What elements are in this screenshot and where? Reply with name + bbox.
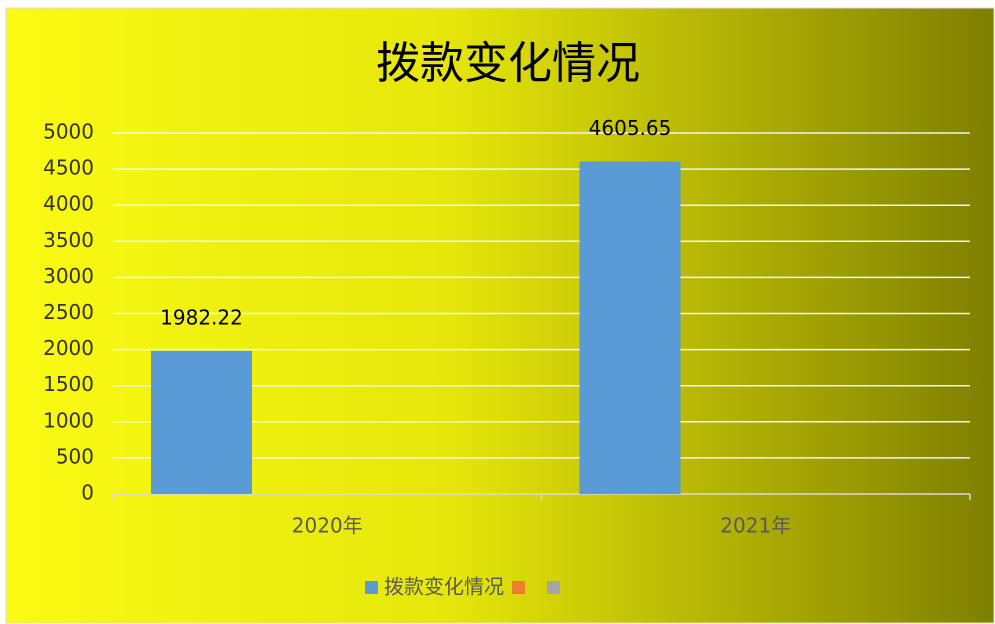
y-tick-label: 4000 (43, 192, 94, 216)
bar (579, 161, 681, 494)
legend-swatch (512, 581, 525, 594)
y-tick-label: 0 (81, 481, 94, 505)
y-tick-label: 1500 (43, 372, 94, 396)
bar (151, 350, 252, 494)
legend-swatch (547, 581, 560, 594)
y-tick-label: 2500 (43, 300, 94, 324)
x-tick-label: 2021年 (720, 514, 791, 538)
data-label: 4605.65 (589, 116, 672, 140)
data-label: 1982.22 (160, 305, 243, 329)
x-tick-label: 2020年 (292, 514, 363, 538)
y-tick-label: 3500 (43, 228, 94, 252)
legend-label: 拨款变化情况 (384, 575, 504, 599)
y-tick-label: 3000 (43, 264, 94, 288)
y-tick-label: 1000 (43, 408, 94, 432)
chart-title: 拨款变化情况 (376, 38, 640, 89)
y-tick-label: 500 (56, 444, 94, 468)
y-tick-label: 5000 (43, 120, 94, 144)
y-tick-label: 2000 (43, 336, 94, 360)
chart-background (5, 7, 995, 624)
legend-swatch (365, 581, 378, 594)
y-tick-label: 4500 (43, 156, 94, 180)
